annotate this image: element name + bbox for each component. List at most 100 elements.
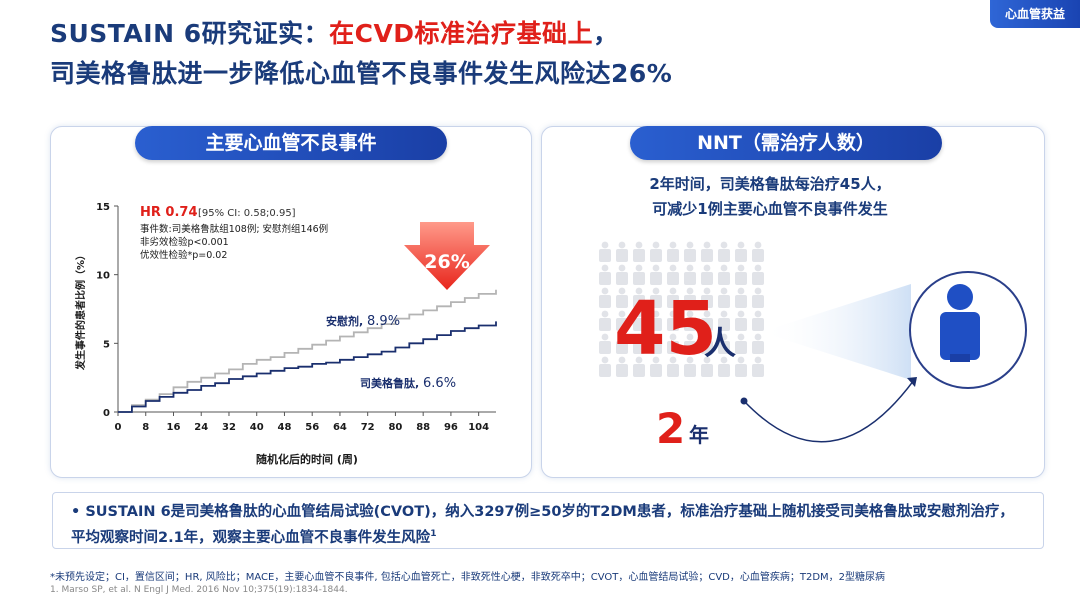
person-icon [633, 264, 645, 285]
person-icon [718, 287, 730, 308]
reduction-arrow: 26% [404, 222, 490, 290]
person-icon [735, 241, 747, 262]
person-icon [599, 264, 611, 285]
person-icon [735, 310, 747, 331]
person-icon [735, 356, 747, 377]
x-tick-label: 104 [468, 422, 489, 433]
person-icon [650, 241, 662, 262]
placebo-series-line [118, 289, 497, 413]
arrow-head-icon [907, 377, 917, 387]
person-icon [684, 241, 696, 262]
person-icon [650, 287, 662, 308]
years-unit: 年 [689, 423, 709, 447]
person-icon [667, 356, 679, 377]
person-icon [718, 241, 730, 262]
y-axis-label: 发生事件的患者比例（%） [74, 250, 87, 371]
person-icon [616, 287, 628, 308]
person-icon [718, 356, 730, 377]
y-tick-label: 10 [96, 271, 110, 282]
person-icon [684, 264, 696, 285]
person-icon [684, 287, 696, 308]
title-prefix: SUSTAIN 6研究证实： [50, 19, 330, 48]
y-axis-ticks: 0 5 10 15 [96, 202, 118, 419]
x-tick-label: 64 [333, 422, 347, 433]
mace-pill-title: 主要心血管不良事件 [135, 126, 447, 160]
person-icon [667, 287, 679, 308]
person-icon [650, 356, 662, 377]
x-tick-label: 8 [142, 422, 149, 433]
person-icon [701, 356, 713, 377]
footnote-reference: 1. Marso SP, et al. N Engl J Med. 2016 N… [50, 585, 348, 595]
person-icon [633, 356, 645, 377]
person-icon [616, 264, 628, 285]
person-icon [752, 310, 764, 331]
note-body: SUSTAIN 6是司美格鲁肽的心血管结局试验(CVOT)，纳入3297例≥50… [71, 504, 1014, 546]
y-tick-label: 5 [103, 339, 110, 350]
arrow-start-dot [740, 397, 748, 405]
x-axis-label: 随机化后的时间 (周) [256, 452, 358, 466]
x-tick-label: 32 [222, 422, 236, 433]
person-icon [752, 333, 764, 354]
person-icon [735, 287, 747, 308]
y-tick-label: 0 [103, 408, 110, 419]
person-icon [735, 333, 747, 354]
person-icon [701, 333, 713, 354]
person-icon [633, 333, 645, 354]
person-icon [616, 333, 628, 354]
y-tick-label: 15 [96, 202, 110, 213]
page-title-line1: SUSTAIN 6研究证实：在CVD标准治疗基础上， [50, 14, 619, 50]
nnt-description: 2年时间，司美格鲁肽每治疗45人， 可减少1例主要心血管不良事件发生 [560, 172, 980, 222]
person-icon [616, 241, 628, 262]
study-note: • SUSTAIN 6是司美格鲁肽的心血管结局试验(CVOT)，纳入3297例≥… [52, 492, 1044, 549]
nnt-desc-line2: 可减少1例主要心血管不良事件发生 [652, 200, 888, 218]
person-icon [667, 241, 679, 262]
nnt-number: 45 [614, 286, 717, 372]
category-tag: 心血管获益 [990, 0, 1080, 28]
x-tick-label: 48 [277, 422, 291, 433]
person-icon [718, 310, 730, 331]
person-icon [599, 310, 611, 331]
person-icon [633, 287, 645, 308]
focus-beam [761, 284, 911, 380]
person-icon [701, 264, 713, 285]
nnt-desc-line1: 2年时间，司美格鲁肽每治疗45人， [649, 175, 891, 193]
person-icon [616, 310, 628, 331]
person-icon [718, 333, 730, 354]
person-icon [684, 333, 696, 354]
person-icon [701, 310, 713, 331]
chart-axes [117, 206, 496, 413]
x-tick-label: 72 [361, 422, 375, 433]
x-tick-label: 56 [305, 422, 319, 433]
person-icon [667, 310, 679, 331]
person-icon [599, 333, 611, 354]
person-icon [684, 356, 696, 377]
footnote-abbreviations: *未预先设定；CI，置信区间；HR, 风险比；MACE，主要心血管不良事件, 包… [50, 572, 886, 583]
x-tick-label: 0 [115, 422, 122, 433]
placebo-series-label: 安慰剂, 8.9% [326, 314, 400, 329]
nnt-unit: 人 [704, 324, 736, 362]
semaglutide-series-line [118, 321, 497, 413]
years-number: 2 [656, 404, 685, 453]
x-axis-ticks: 0 8 16 24 32 40 48 56 64 72 80 88 96 104 [115, 412, 489, 433]
study-note-text: • SUSTAIN 6是司美格鲁肽的心血管结局试验(CVOT)，纳入3297例≥… [71, 501, 1021, 549]
semaglutide-series-label: 司美格鲁肽, 6.6% [360, 376, 456, 391]
title-suffix: ， [593, 19, 619, 48]
reduction-badge: 26% [424, 251, 469, 273]
noninferiority-p: 非劣效检验p<0.001 [140, 236, 229, 248]
page-title-line2: 司美格鲁肽进一步降低心血管不良事件发生风险达26% [50, 59, 673, 88]
hr-value: HR 0.74 [140, 205, 198, 220]
title-highlight: 在CVD标准治疗基础上 [329, 19, 594, 48]
x-tick-label: 96 [444, 422, 458, 433]
person-icon [667, 333, 679, 354]
km-chart: 0 5 10 15 0 8 16 24 32 40 48 56 64 72 80 88 96 104 发生事件的… [74, 202, 497, 466]
person-icon [650, 310, 662, 331]
person-icon-grid [599, 241, 764, 377]
person-icon [599, 287, 611, 308]
person-icon [599, 356, 611, 377]
person-icon [752, 287, 764, 308]
hr-ci: [95% CI: 0.58;0.95] [198, 208, 296, 219]
person-icon [701, 287, 713, 308]
x-tick-label: 24 [194, 422, 208, 433]
event-counts: 事件数:司美格鲁肽组108例; 安慰剂组146例 [140, 223, 328, 235]
person-icon [633, 241, 645, 262]
